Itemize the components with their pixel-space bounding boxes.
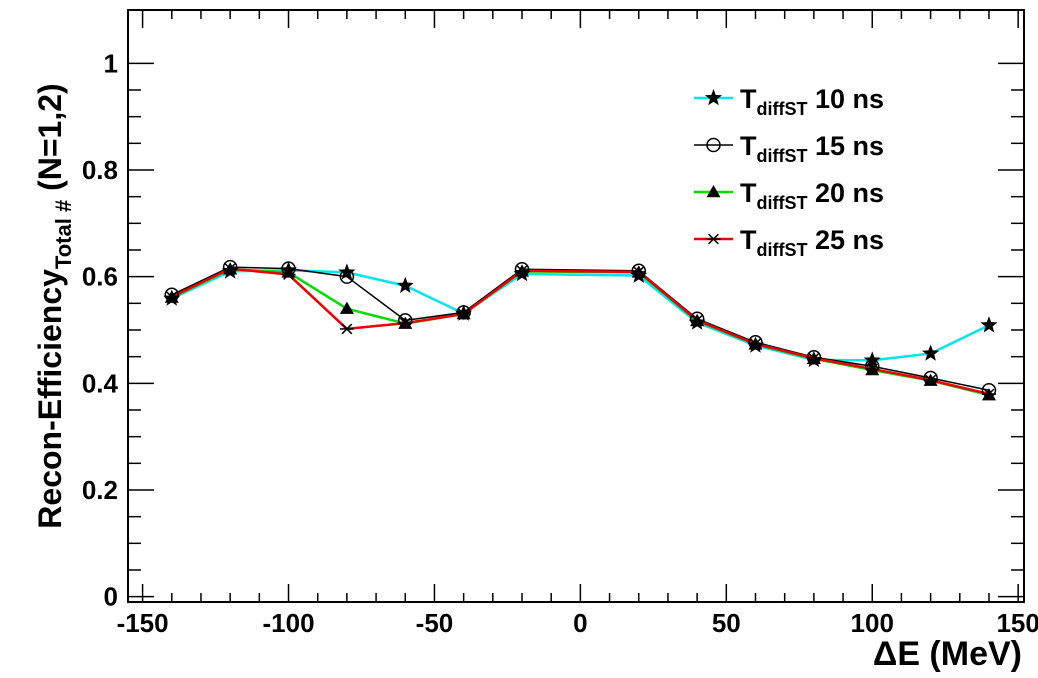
data-point — [806, 352, 821, 364]
data-point — [515, 265, 530, 277]
series-25-ns — [171, 267, 990, 396]
series-group — [163, 259, 998, 401]
legend-label-tail: 20 ns — [808, 178, 885, 208]
data-point — [396, 276, 414, 294]
y-tick-label: 0.4 — [82, 368, 119, 398]
legend-marker — [706, 137, 721, 153]
series-line — [171, 269, 990, 362]
y-axis-label-sub: Total # — [51, 200, 76, 269]
data-point — [980, 316, 998, 333]
data-point — [631, 266, 646, 278]
legend-entry: TdiffST 15 ns — [694, 131, 884, 166]
y-axis-label-main: Recon-Efficiency — [32, 269, 68, 529]
legend-label: TdiffST 10 ns — [740, 84, 884, 119]
legend-label-main: T — [740, 225, 757, 255]
x-tick-label: -50 — [416, 608, 454, 638]
data-point — [690, 314, 705, 326]
data-point — [922, 344, 940, 361]
y-tick-label: 0.8 — [82, 155, 118, 185]
y-tick-label: 0.2 — [82, 475, 118, 505]
legend-marker — [706, 233, 721, 245]
legend-label-sub: diffST — [757, 240, 808, 260]
data-point — [339, 323, 354, 335]
legend-label: TdiffST 20 ns — [740, 178, 884, 213]
legend-label-tail: 15 ns — [808, 131, 885, 161]
x-tick-label: 50 — [712, 608, 741, 638]
data-point — [338, 263, 356, 280]
data-point — [748, 338, 763, 350]
series-line — [171, 267, 990, 396]
data-point — [223, 263, 238, 275]
axis-ticks — [128, 10, 1024, 602]
legend-label-main: T — [740, 178, 757, 208]
series-markers-20-ns — [164, 262, 996, 401]
y-tick-label: 1 — [104, 48, 118, 78]
x-tick-label: 100 — [851, 608, 894, 638]
series-line — [171, 266, 990, 392]
legend-entry: TdiffST 25 ns — [694, 225, 884, 260]
x-tick-label: -150 — [117, 608, 169, 638]
x-tick-label: -100 — [262, 608, 314, 638]
y-tick-labels: 0 0.2 0.4 0.6 0.8 1 — [82, 48, 119, 611]
series-10-ns — [171, 269, 990, 362]
series-line — [171, 267, 990, 397]
data-point — [281, 269, 296, 280]
y-axis-label-tail: (N=1,2) — [32, 83, 68, 199]
data-point — [164, 291, 179, 303]
legend-label-sub: diffST — [757, 193, 808, 213]
data-point — [456, 308, 471, 320]
data-point — [398, 317, 413, 329]
legend-label: TdiffST 15 ns — [740, 131, 884, 166]
legend-label-tail: 25 ns — [808, 225, 885, 255]
y-tick-label: 0.6 — [82, 262, 118, 292]
x-tick-label: 150 — [996, 608, 1038, 638]
data-point — [923, 374, 938, 386]
data-point — [865, 363, 880, 375]
x-tick-label: 0 — [573, 608, 587, 638]
legend-label: TdiffST 25 ns — [740, 225, 884, 260]
x-tick-labels: -150 -100 -50 0 50 100 150 — [117, 608, 1038, 638]
legend-label-sub: diffST — [757, 146, 808, 166]
series-15-ns — [171, 266, 990, 392]
data-point — [981, 388, 996, 400]
legend-marker — [704, 89, 723, 106]
legend-label-main: T — [740, 84, 757, 114]
legend-entry: TdiffST 20 ns — [694, 178, 884, 213]
plot-frame — [127, 9, 1025, 603]
legend-marker — [706, 185, 721, 198]
legend-label-sub: diffST — [757, 99, 808, 119]
series-markers-15-ns — [164, 259, 997, 398]
legend-entry: TdiffST 10 ns — [694, 84, 884, 119]
x-axis-label: ΔE (MeV) — [873, 635, 1022, 673]
legend-label-tail: 10 ns — [808, 84, 885, 114]
legend-label-main: T — [740, 131, 757, 161]
series-markers-25-ns — [164, 263, 996, 400]
series-20-ns — [171, 267, 990, 397]
data-point — [339, 301, 354, 314]
y-tick-label: 0 — [104, 582, 118, 612]
data-point — [339, 269, 355, 284]
y-axis-label: Recon-EfficiencyTotal # (N=1,2) — [32, 83, 76, 528]
